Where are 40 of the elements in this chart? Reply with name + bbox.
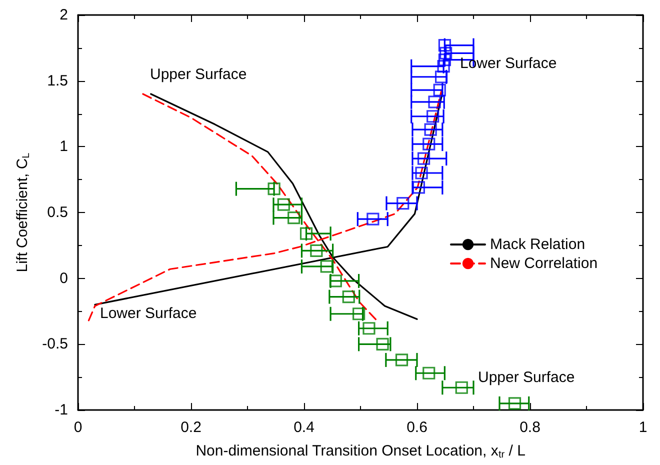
point [300, 227, 313, 240]
point [366, 212, 380, 226]
x-tick-label: 0.4 [294, 419, 314, 436]
point [428, 96, 441, 108]
point [422, 366, 436, 380]
annotation: Upper Surface [478, 369, 575, 386]
x-tick-label: 0 [74, 419, 82, 436]
x-tick-label: 0.6 [406, 419, 428, 436]
point [352, 308, 366, 320]
annotation: Lower Surface [100, 305, 197, 322]
legend-label: New Correlation [490, 255, 598, 272]
point [422, 138, 436, 150]
point [508, 397, 522, 410]
y-tick-label: -0.5 [42, 336, 68, 353]
point [310, 244, 323, 257]
y-tick-label: 0.5 [47, 204, 68, 221]
y-tick-label: 1 [60, 138, 68, 156]
point [395, 354, 408, 366]
annotation: Upper Surface [150, 66, 247, 83]
point [342, 290, 355, 304]
point [376, 338, 389, 350]
y-tick-label: 1.5 [47, 72, 68, 90]
y-tick-label: 0 [60, 270, 68, 287]
legend-label: Mack Relation [490, 236, 586, 253]
point [417, 152, 430, 165]
point [288, 211, 300, 224]
point [277, 198, 290, 211]
y-tick-label: 2 [60, 6, 68, 24]
x-tick-label: 0.8 [520, 419, 540, 436]
annotation: Lower Surface [460, 55, 557, 72]
x-tick-label: 0.2 [180, 419, 202, 436]
y-axis-title: Lift Coefficient, CL [14, 152, 32, 272]
point [426, 110, 440, 123]
x-tick-label: 1 [638, 419, 648, 436]
point [362, 322, 376, 335]
y-tick-label: -1 [54, 402, 68, 418]
point [396, 196, 410, 210]
point [455, 381, 468, 394]
point [415, 166, 428, 180]
point [424, 123, 437, 136]
